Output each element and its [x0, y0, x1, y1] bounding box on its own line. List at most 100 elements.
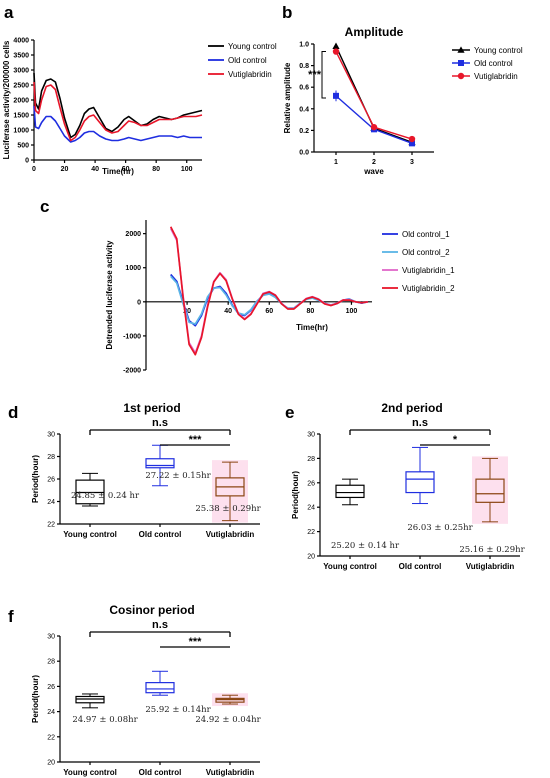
star-label: ***: [189, 434, 203, 446]
box-vutiglabridin: [212, 693, 248, 707]
data-point-old-control: [409, 140, 415, 147]
chart-a-luciferase: 0 500 1000 1500 2000 2500 3000 3500 4000 0 20 40 60 8…: [2, 38, 277, 177]
y-tick-label: 0: [137, 299, 141, 306]
star-label: *: [453, 434, 458, 446]
y-tick-label: 0.8: [299, 63, 309, 70]
box-iqr: [75, 695, 105, 704]
y-tick-label: 22: [307, 529, 315, 536]
ns-label: n.s: [152, 619, 168, 631]
box-iqr: [215, 697, 245, 703]
x-tick-label: 20: [61, 166, 69, 173]
x-tick-label: Vutiglabridin: [206, 768, 255, 777]
period-annotation-young-control: 25.20 ± 0.14 hr: [331, 541, 400, 551]
ns-label: n.s: [412, 417, 428, 429]
chart-title: Cosinor period: [109, 603, 194, 617]
period-annotation-old-control: 27.22 ± 0.15hr: [145, 471, 211, 481]
y-tick-label: 20: [47, 760, 55, 767]
y-tick-label: 4000: [13, 38, 29, 45]
legend-label: Vutiglabridin: [474, 72, 518, 81]
x-axis-label: Time(hr): [296, 323, 328, 332]
y-tick-label: 20: [307, 554, 315, 561]
y-axis-label: Period(hour): [31, 455, 40, 503]
y-tick-label: 28: [307, 456, 315, 463]
period-annotation-young-control: 24.97 ± 0.08hr: [72, 715, 138, 725]
box-vutiglabridin: [472, 456, 508, 524]
legend-marker: [457, 46, 465, 53]
x-tick-label: Young control: [63, 768, 117, 777]
y-tick-label: 0.0: [299, 150, 309, 157]
legend-label: Young control: [474, 46, 523, 55]
x-tick-label: Old control: [139, 530, 182, 539]
box-young-control: [335, 478, 365, 506]
y-tick-label: 26: [47, 684, 55, 691]
panel-label-f: f: [8, 607, 14, 626]
significance-bracket: [321, 51, 326, 99]
y-tick-label: 22: [47, 522, 55, 529]
period-annotation-vutiglabridin: 25.16 ± 0.29hr: [459, 545, 525, 555]
data-point-vutiglabridin: [332, 48, 340, 55]
box-young-control: [75, 472, 105, 507]
x-tick-label: 80: [152, 166, 160, 173]
period-annotation-old-control: 25.92 ± 0.14hr: [145, 705, 211, 715]
y-tick-label: 3000: [13, 68, 29, 75]
legend-marker: [458, 60, 464, 66]
period-annotation-vutiglabridin: 25.38 ± 0.29hr: [195, 504, 261, 514]
legend-marker: [457, 72, 465, 80]
y-tick-label: -2000: [123, 368, 141, 375]
x-tick-label: 0: [32, 166, 36, 173]
legend-label: Vutiglabridin_2: [402, 284, 455, 293]
y-tick-label: 30: [47, 634, 55, 641]
x-tick-label: 60: [265, 308, 273, 315]
series-line-vutiglabridin: [33, 81, 203, 142]
y-tick-label: 2500: [13, 83, 29, 90]
series-line-vutiglabridin-1: [169, 228, 369, 354]
legend-label: Old control: [474, 59, 513, 68]
legend-label: Old control_2: [402, 248, 450, 257]
y-tick-label: 500: [17, 143, 29, 150]
x-tick-label: 80: [306, 308, 314, 315]
y-tick-label: 26: [307, 480, 315, 487]
x-tick-label: Vutiglabridin: [206, 530, 255, 539]
x-tick-label: Young control: [63, 530, 117, 539]
chart-f-cosinor-period: Cosinor period 20 22 24 26 28 30 Young control O…: [31, 603, 262, 777]
box-iqr: [405, 471, 435, 494]
box-iqr: [475, 478, 505, 503]
star-label: ***: [189, 636, 203, 648]
significance-mark: ***: [308, 69, 322, 81]
y-axis-label: Relative amplitude: [283, 62, 292, 133]
chart-title: 1st period: [123, 401, 180, 415]
y-tick-label: 1500: [13, 113, 29, 120]
y-tick-label: 1000: [13, 128, 29, 135]
x-tick-label: Young control: [323, 562, 377, 571]
y-axis-label: Detrended luciferase activity: [105, 240, 114, 349]
y-axis-label: Period(hour): [31, 675, 40, 723]
series-line-old-control: [33, 105, 202, 143]
y-tick-label: 30: [307, 432, 315, 439]
series-line-old-control-1: [170, 273, 369, 327]
x-tick-label: 40: [224, 308, 232, 315]
box-old-control: [145, 670, 175, 696]
series-line-old-control-2: [170, 275, 369, 325]
chart-c-detrended: -2000 -1000 0 1000 2000 20 40 60 80 100 Time(hr) De…: [105, 220, 455, 375]
y-tick-label: -1000: [123, 333, 141, 340]
x-tick-label: Old control: [139, 768, 182, 777]
x-axis-label: Time(hr): [102, 167, 134, 176]
y-tick-label: 28: [47, 454, 55, 461]
panel-label-c: c: [40, 197, 49, 216]
y-axis-label: Period(hour): [291, 471, 300, 519]
period-annotation-old-control: 26.03 ± 0.25hr: [407, 523, 473, 533]
series-line-vutiglabridin-2: [169, 226, 369, 356]
x-tick-label: Vutiglabridin: [466, 562, 515, 571]
x-axis-label: wave: [363, 167, 384, 176]
series-line-old-control: [335, 95, 413, 145]
data-point-young-control: [332, 42, 340, 49]
y-tick-label: 24: [307, 505, 315, 512]
y-tick-label: 28: [47, 659, 55, 666]
box-old-control: [145, 444, 175, 487]
y-tick-label: 24: [47, 499, 55, 506]
y-tick-label: 2000: [125, 231, 141, 238]
legend-label: Old control: [228, 56, 267, 65]
ns-label: n.s: [152, 417, 168, 429]
chart-b-amplitude: Amplitude 0.0 0.2 0.4 0.6 0.8 1.0 1 2 3 wave Relati…: [283, 25, 523, 176]
